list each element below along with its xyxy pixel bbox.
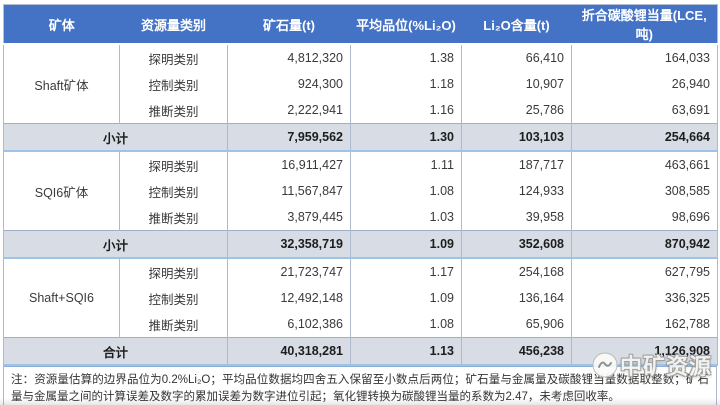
category-cell: 探明类别 (119, 44, 228, 71)
ore-quantity-cell: 2,222,941 (227, 97, 351, 124)
header-average-grade: 平均品位(%Li₂O) (350, 4, 462, 45)
subtotal-row: 合计 40,318,281 1.13 456,238 1,126,908 (3, 337, 718, 366)
grade-cell: 1.17 (350, 258, 462, 285)
table-body: Shaft矿体 探明类别 4,812,320 1.38 66,410 164,033 控制类… (3, 44, 718, 366)
grade-cell: 1.08 (350, 178, 462, 204)
subtotal-lce-cell: 870,942 (571, 230, 718, 259)
category-cell: 推断类别 (119, 311, 228, 338)
subtotal-li2o-cell: 103,103 (461, 123, 572, 152)
grade-cell: 1.09 (350, 285, 462, 311)
li2o-content-cell: 39,958 (461, 204, 572, 231)
table-row: 推断类别 2,222,941 1.16 25,786 63,691 (4, 97, 718, 124)
ore-quantity-cell: 3,879,445 (227, 204, 351, 231)
li2o-content-cell: 65,906 (461, 311, 572, 338)
ore-quantity-cell: 924,300 (227, 71, 351, 97)
orebody-cell: Shaft矿体 (3, 44, 120, 124)
subtotal-ore-cell: 40,318,281 (227, 337, 351, 366)
subtotal-ore-cell: 7,959,562 (227, 123, 351, 152)
grade-cell: 1.16 (350, 97, 462, 124)
li2o-content-cell: 124,933 (461, 178, 572, 204)
table-row: 推断类别 3,879,445 1.03 39,958 98,696 (4, 204, 718, 231)
table-row: 控制类别 12,492,148 1.09 136,164 336,325 (4, 285, 718, 311)
header-category: 资源量类别 (119, 4, 228, 45)
table-row: Shaft+SQI6 探明类别 21,723,747 1.17 254,168 627,7… (3, 258, 718, 338)
footnote: 注：资源量估算的边界品位为0.2%Li₂O；平均品位数据均四舍五入保留至小数点后… (3, 366, 717, 405)
grade-cell: 1.11 (350, 151, 462, 178)
subtotal-label-cell: 小计 (3, 230, 228, 259)
category-cell: 探明类别 (119, 151, 228, 178)
table-row: SQI6矿体 探明类别 16,911,427 1.11 187,717 463,661 (3, 151, 718, 231)
lce-cell: 162,788 (571, 311, 718, 338)
orebody-cell: SQI6矿体 (3, 151, 120, 231)
table-row: Shaft矿体 探明类别 4,812,320 1.38 66,410 164,033 (3, 44, 718, 124)
subtotal-grade-cell: 1.09 (350, 230, 462, 259)
header-li2o-content: Li₂O含量(t) (461, 4, 572, 45)
grade-cell: 1.18 (350, 71, 462, 97)
subtotal-lce-cell: 1,126,908 (571, 337, 718, 366)
subtotal-grade-cell: 1.13 (350, 337, 462, 366)
lce-cell: 308,585 (571, 178, 718, 204)
ore-quantity-cell: 4,812,320 (227, 44, 351, 71)
li2o-content-cell: 136,164 (461, 285, 572, 311)
table-row: 推断类别 6,102,386 1.08 65,906 162,788 (4, 311, 718, 338)
li2o-content-cell: 66,410 (461, 44, 572, 71)
subtotal-label-cell: 合计 (3, 337, 228, 366)
ore-quantity-cell: 6,102,386 (227, 311, 351, 338)
lce-cell: 463,661 (571, 151, 718, 178)
resource-table: 矿体 资源量类别 矿石量(t) 平均品位(%Li₂O) Li₂O含量(t) 折合… (3, 4, 718, 366)
category-cell: 探明类别 (119, 258, 228, 285)
lce-cell: 336,325 (571, 285, 718, 311)
lce-cell: 26,940 (571, 71, 718, 97)
bottom-shadow (0, 398, 720, 405)
header-ore-quantity: 矿石量(t) (227, 4, 351, 45)
ore-quantity-cell: 12,492,148 (227, 285, 351, 311)
subtotal-li2o-cell: 456,238 (461, 337, 572, 366)
li2o-content-cell: 25,786 (461, 97, 572, 124)
li2o-content-cell: 187,717 (461, 151, 572, 178)
subtotal-ore-cell: 32,358,719 (227, 230, 351, 259)
li2o-content-cell: 10,907 (461, 71, 572, 97)
subtotal-lce-cell: 254,664 (571, 123, 718, 152)
ore-quantity-cell: 21,723,747 (227, 258, 351, 285)
lce-cell: 627,795 (571, 258, 718, 285)
category-cell: 推断类别 (119, 204, 228, 231)
li2o-content-cell: 254,168 (461, 258, 572, 285)
subtotal-row: 小计 7,959,562 1.30 103,103 254,664 (3, 123, 718, 152)
grade-cell: 1.38 (350, 44, 462, 71)
header-lce: 折合碳酸锂当量(LCE,吨) (571, 4, 718, 45)
grade-cell: 1.03 (350, 204, 462, 231)
subtotal-row: 小计 32,358,719 1.09 352,608 870,942 (3, 230, 718, 259)
table-row: 控制类别 11,567,847 1.08 124,933 308,585 (4, 178, 718, 204)
lce-cell: 63,691 (571, 97, 718, 124)
subtotal-label-cell: 小计 (3, 123, 228, 152)
subtotal-li2o-cell: 352,608 (461, 230, 572, 259)
lce-cell: 164,033 (571, 44, 718, 71)
lce-cell: 98,696 (571, 204, 718, 231)
grade-cell: 1.08 (350, 311, 462, 338)
table-header-row: 矿体 资源量类别 矿石量(t) 平均品位(%Li₂O) Li₂O含量(t) 折合… (3, 4, 718, 45)
category-cell: 控制类别 (119, 71, 228, 97)
category-cell: 推断类别 (119, 97, 228, 124)
table-row: 控制类别 924,300 1.18 10,907 26,940 (4, 71, 718, 97)
category-cell: 控制类别 (119, 178, 228, 204)
subtotal-grade-cell: 1.30 (350, 123, 462, 152)
header-orebody: 矿体 (3, 4, 120, 45)
ore-quantity-cell: 16,911,427 (227, 151, 351, 178)
category-cell: 控制类别 (119, 285, 228, 311)
orebody-cell: Shaft+SQI6 (3, 258, 120, 338)
ore-quantity-cell: 11,567,847 (227, 178, 351, 204)
